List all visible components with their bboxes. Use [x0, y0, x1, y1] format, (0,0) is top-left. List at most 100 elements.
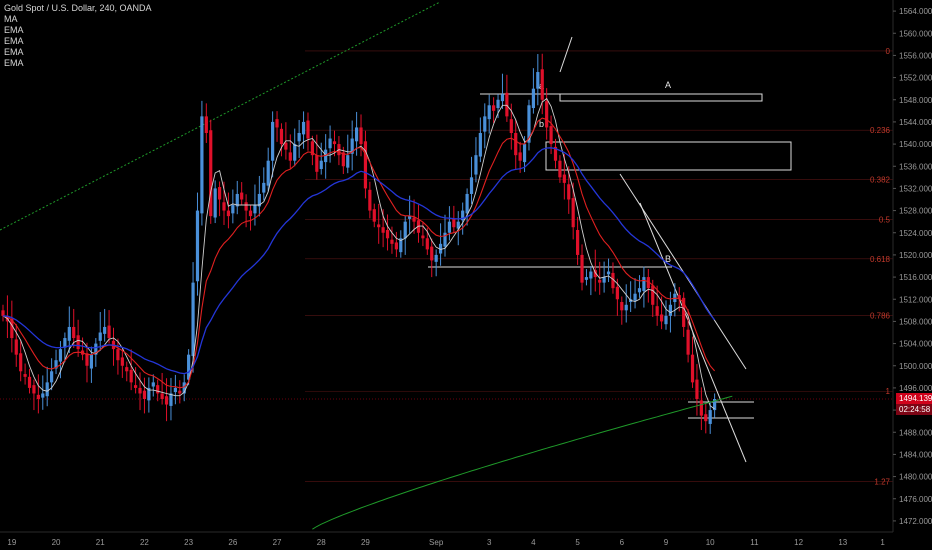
candle-body — [469, 177, 474, 194]
time-tick-label: 1 — [880, 538, 885, 547]
candle-body — [443, 232, 447, 247]
candle-body — [483, 116, 487, 132]
candle-body — [359, 127, 363, 145]
candle-body — [571, 198, 575, 228]
indicator-ma[interactable]: MA — [4, 14, 18, 24]
candle-body — [27, 376, 32, 388]
candle-body — [598, 279, 602, 283]
indicator-ema-4[interactable]: EMA — [4, 58, 24, 68]
candle-body — [297, 133, 301, 142]
time-tick-label: 26 — [228, 538, 237, 547]
candle-body — [173, 387, 177, 393]
fib-level-label: 0.236 — [870, 126, 891, 135]
candle-body — [611, 272, 615, 289]
candle-body — [355, 127, 359, 142]
candle-body — [615, 286, 619, 300]
candle-body — [713, 399, 717, 411]
candle-body — [690, 354, 695, 383]
price-tick-label: 1544.000 — [899, 118, 932, 127]
candle-body — [408, 216, 412, 219]
candle-body — [160, 393, 164, 399]
candle-body — [487, 105, 491, 120]
candle-body — [642, 277, 646, 291]
candle-body — [708, 410, 712, 424]
candle-body — [465, 193, 469, 214]
fib-level-label: 1 — [886, 387, 891, 396]
candle-body — [94, 343, 98, 355]
candle-body — [240, 192, 244, 200]
candle-body — [341, 152, 345, 167]
candle-body — [306, 120, 310, 139]
time-tick-label: 28 — [317, 538, 326, 547]
candle-body — [191, 282, 195, 357]
candle-body — [279, 128, 284, 145]
candle-body — [156, 385, 160, 394]
candle-body — [142, 390, 147, 399]
candle-body — [668, 304, 673, 316]
fib-level-label: 0.5 — [879, 215, 891, 224]
candle-body — [72, 326, 76, 339]
fib-level-label: 0.382 — [870, 176, 891, 185]
time-tick-label: 21 — [96, 538, 105, 547]
candle-body — [209, 130, 213, 217]
candle-body — [63, 338, 67, 348]
trend-line-top — [559, 36, 573, 73]
time-axis[interactable]: 19 20 21 22 23 26 27 28 29 Sep 3 4 5 6 9 10 11 12 13 1 — [0, 531, 893, 547]
candle-body — [452, 218, 456, 228]
candle-body — [412, 217, 416, 222]
candle-body — [447, 221, 452, 233]
candle-body — [266, 160, 270, 186]
candle-body — [699, 400, 703, 416]
candle-body — [222, 202, 226, 211]
price-tick-label: 1472.000 — [899, 517, 932, 526]
candle-body — [67, 326, 71, 341]
indicator-ema-1[interactable]: EMA — [4, 25, 24, 35]
zone-b-label: B — [665, 254, 671, 264]
candle-body — [253, 205, 257, 214]
candle-body — [271, 121, 275, 161]
price-tick-label: 1480.000 — [899, 473, 932, 482]
candle-body — [637, 288, 642, 293]
price-axis[interactable]: 1472.000 1476.000 1480.000 1484.000 1488.000… — [892, 0, 932, 532]
chart-title: Gold Spot / U.S. Dollar, 240, OANDA — [4, 3, 152, 13]
time-tick-label: Sep — [429, 538, 444, 547]
indicator-ema-2[interactable]: EMA — [4, 36, 24, 46]
candle-body — [576, 229, 580, 255]
candle-body — [686, 329, 690, 355]
candle-body — [319, 160, 323, 170]
candle-body — [248, 210, 253, 217]
candle-body — [425, 238, 429, 250]
ema-mid-line — [2, 147, 716, 375]
candle-body — [195, 210, 200, 282]
indicator-ema-3[interactable]: EMA — [4, 47, 24, 57]
price-tick-label: 1552.000 — [899, 74, 932, 83]
candle-body — [553, 146, 558, 161]
price-tick-label: 1516.000 — [899, 273, 932, 282]
time-tick-label: 6 — [620, 538, 625, 547]
time-tick-label: 9 — [664, 538, 669, 547]
time-tick-label: 4 — [531, 538, 536, 547]
candle-body — [474, 155, 478, 175]
candle-body — [390, 239, 394, 244]
countdown-value: 02:24:58 — [899, 405, 931, 414]
candle-body — [372, 209, 376, 222]
candle-body — [522, 144, 527, 163]
time-tick-label: 27 — [273, 538, 282, 547]
zone-a-box — [559, 93, 763, 102]
candle-body — [682, 297, 686, 327]
candle-body — [381, 227, 385, 233]
candle-body — [164, 396, 169, 405]
candle-body — [32, 385, 36, 394]
price-tick-label: 1556.000 — [899, 51, 932, 60]
candle-body — [606, 271, 611, 275]
candle-body — [138, 387, 142, 394]
candle-body — [438, 243, 443, 254]
time-tick-label: 12 — [794, 538, 803, 547]
candle-body — [134, 385, 138, 388]
candle-body — [217, 187, 222, 200]
candle-body — [399, 238, 403, 253]
candle-body — [288, 152, 292, 161]
time-tick-label: 3 — [487, 538, 492, 547]
price-tick-label: 1532.000 — [899, 184, 932, 193]
